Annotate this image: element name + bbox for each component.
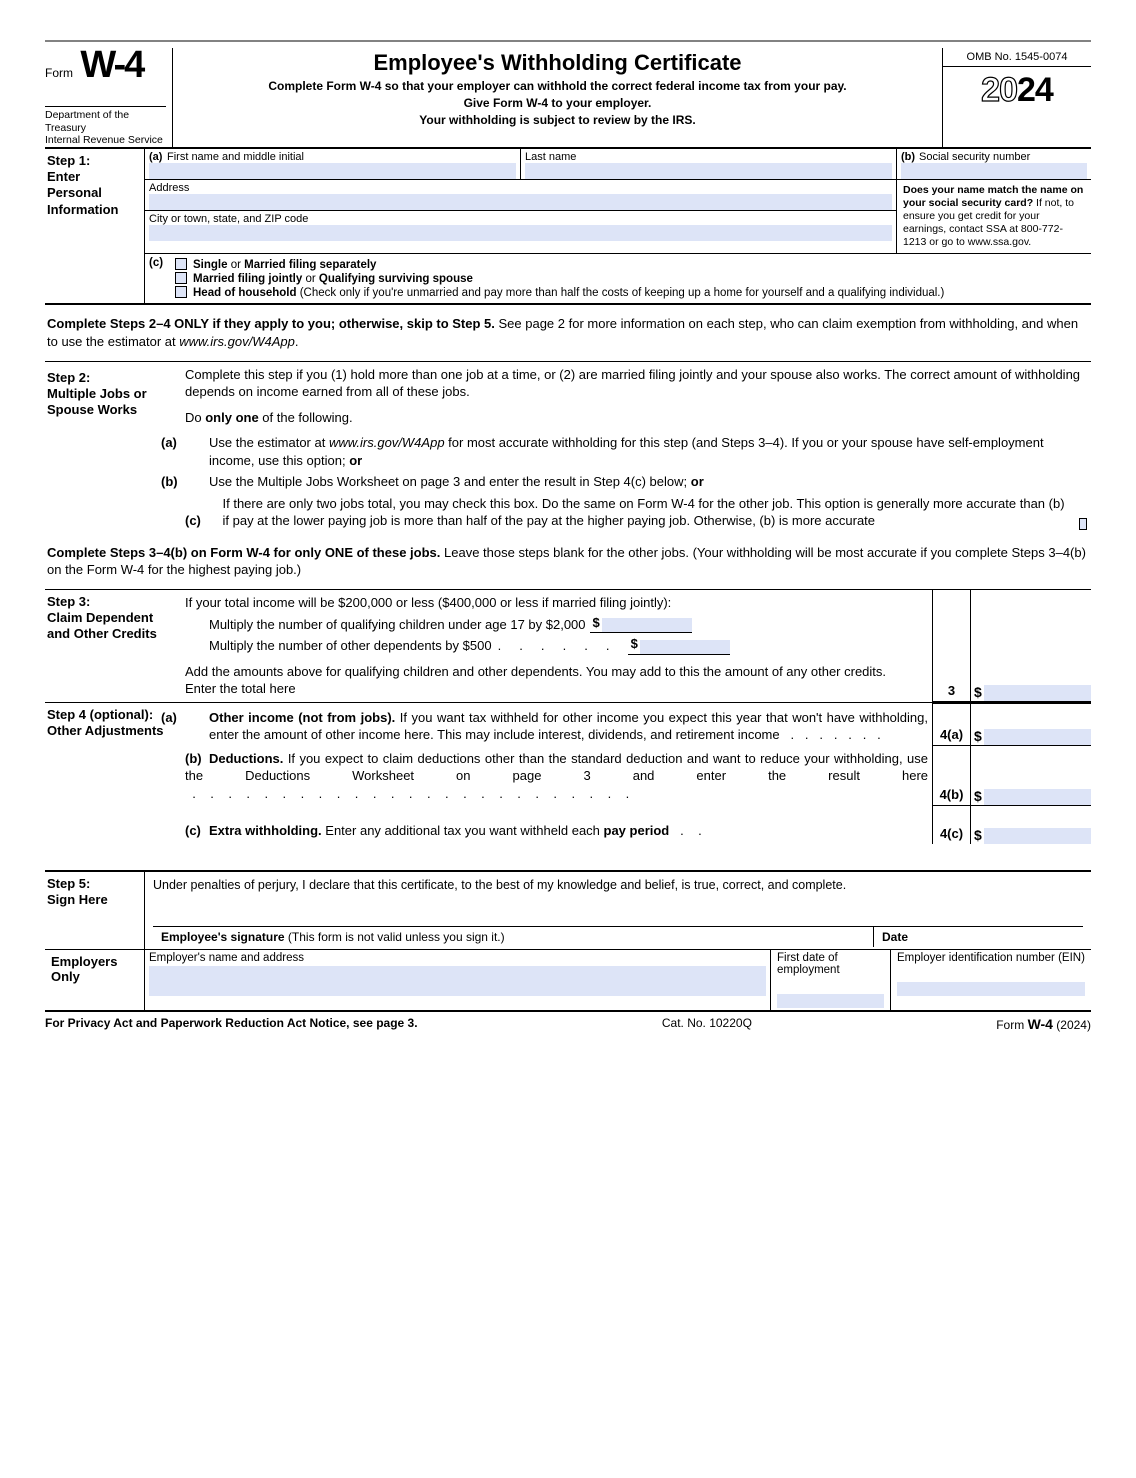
step3-line2: Multiply the number of other dependents … (209, 637, 492, 655)
step1-label-rest: Enter Personal Information (47, 169, 138, 218)
address-label: Address (149, 182, 189, 194)
employer-name-input[interactable] (149, 966, 766, 996)
last-name-label: Last name (525, 151, 576, 163)
step3-total-input[interactable] (984, 685, 1091, 701)
step3-num: 3 (933, 590, 971, 702)
header-sub3: Your withholding is subject to review by… (181, 112, 934, 129)
step4b-num: 4(b) (933, 746, 971, 807)
step4c-num: 4(c) (933, 806, 971, 844)
filing-single-checkbox[interactable] (175, 258, 187, 270)
form-title: Employee's Withholding Certificate (181, 50, 934, 76)
step4a-num: 4(a) (933, 703, 971, 746)
omb-number: OMB No. 1545-0074 (943, 48, 1091, 67)
step1-label-top: Step 1: (47, 153, 138, 169)
last-name-input[interactable] (525, 163, 892, 179)
city-label: City or town, state, and ZIP code (149, 213, 308, 225)
employer-name-label: Employer's name and address (149, 952, 766, 964)
filing-married-checkbox[interactable] (175, 272, 187, 284)
header-sub1: Complete Form W-4 so that your employer … (181, 78, 934, 95)
form-number: W-4 (80, 46, 143, 84)
ssn-label: Social security number (919, 151, 1030, 163)
instruction-para2: Complete Steps 3–4(b) on Form W-4 for on… (47, 544, 1089, 579)
step2-intro: Complete this step if you (1) hold more … (185, 366, 1087, 401)
step3-line1: Multiply the number of qualifying childr… (209, 616, 586, 634)
instruction-para1: Complete Steps 2–4 ONLY if they apply to… (47, 315, 1089, 350)
form-header: Form W-4 Department of the Treasury Inte… (45, 48, 1091, 149)
ssn-input[interactable] (901, 163, 1087, 179)
step4c-input[interactable] (984, 828, 1091, 844)
step2: Step 2: Multiple Jobs or Spouse Works Co… (45, 361, 1091, 534)
step2c-checkbox[interactable] (1079, 518, 1087, 530)
page-footer: For Privacy Act and Paperwork Reduction … (45, 1016, 1091, 1032)
step3-intro: If your total income will be $200,000 or… (185, 594, 928, 612)
header-sub2: Give Form W-4 to your employer. (181, 95, 934, 112)
form-word: Form (45, 66, 73, 80)
ein-input[interactable] (897, 982, 1085, 996)
first-date-label: First date of employment (777, 952, 884, 976)
first-name-input[interactable] (149, 163, 516, 179)
ssn-note: Does your name match the name on your so… (897, 180, 1091, 254)
ein-label: Employer identification number (EIN) (897, 952, 1085, 964)
address-input[interactable] (149, 194, 892, 210)
dept-line1: Department of the Treasury (45, 109, 166, 134)
step3-dependents-input[interactable] (640, 640, 730, 654)
signature-line[interactable]: Employee's signature (This form is not v… (153, 927, 873, 947)
step1: Step 1: Enter Personal Information (a)Fi… (45, 149, 1091, 306)
filing-hoh-checkbox[interactable] (175, 286, 187, 298)
form-year: 2024 (943, 71, 1091, 110)
perjury-statement: Under penalties of perjury, I declare th… (153, 878, 1083, 892)
step3-line3: Add the amounts above for qualifying chi… (185, 663, 920, 698)
city-input[interactable] (149, 225, 892, 241)
first-date-input[interactable] (777, 994, 884, 1008)
step3-children-input[interactable] (602, 618, 692, 632)
dept-line2: Internal Revenue Service (45, 134, 166, 147)
step4a-input[interactable] (984, 729, 1091, 745)
step4b-input[interactable] (984, 789, 1091, 805)
date-field[interactable]: Date (873, 927, 1083, 947)
first-name-label: First name and middle initial (167, 151, 304, 163)
